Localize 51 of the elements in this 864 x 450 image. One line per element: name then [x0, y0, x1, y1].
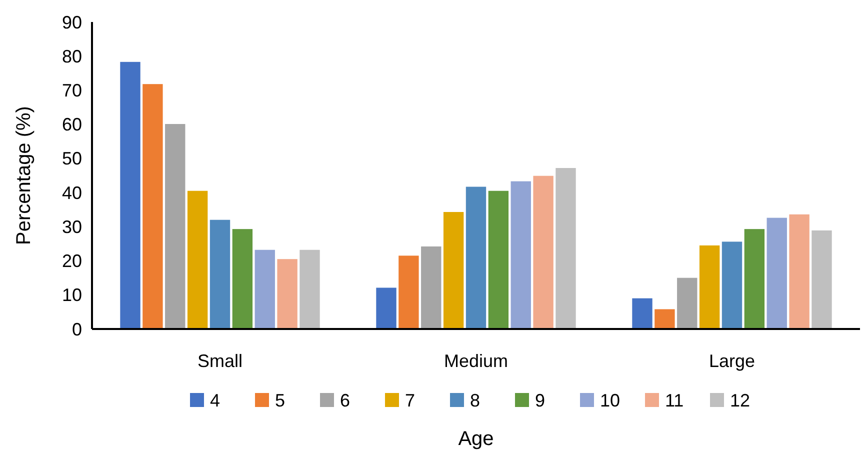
- bar: [398, 256, 419, 329]
- bar: [488, 190, 509, 329]
- y-tick-label: 40: [62, 182, 82, 203]
- legend-label: 5: [275, 390, 286, 410]
- legend-label: 11: [665, 390, 684, 410]
- bar: [254, 250, 275, 329]
- bar: [766, 218, 787, 329]
- bar: [187, 190, 208, 329]
- legend-label: 10: [600, 390, 620, 410]
- x-axis-title: Age: [458, 428, 494, 450]
- bar: [789, 214, 810, 329]
- bar: [232, 229, 253, 329]
- bar: [466, 186, 486, 329]
- legend-label: 7: [405, 390, 416, 410]
- bar: [142, 84, 163, 329]
- bar: [277, 259, 298, 329]
- bar: [210, 220, 230, 329]
- bar: [812, 230, 832, 329]
- y-tick-label: 20: [62, 251, 82, 272]
- bar: [510, 181, 531, 329]
- bar: [699, 245, 720, 329]
- bar: [654, 309, 675, 329]
- legend-label: 6: [340, 390, 350, 410]
- bar: [556, 168, 576, 329]
- bar: [677, 278, 698, 329]
- bar: [443, 212, 464, 329]
- bar: [120, 62, 140, 329]
- bar: [421, 246, 442, 329]
- bar: [722, 242, 742, 329]
- y-tick-label: 60: [62, 114, 82, 135]
- legend-label: 12: [730, 390, 750, 410]
- x-tick-label: Large: [708, 351, 756, 371]
- legend-label: 4: [210, 390, 220, 410]
- y-tick-label: 80: [62, 46, 82, 66]
- bar: [533, 176, 554, 329]
- y-tick-label: 0: [72, 319, 82, 340]
- bar: [744, 229, 765, 329]
- y-tick-label: 90: [62, 12, 82, 32]
- bar: [632, 298, 652, 329]
- bar: [376, 288, 396, 329]
- bar: [300, 250, 320, 329]
- bar: [165, 124, 186, 329]
- y-tick-label: 30: [62, 216, 82, 237]
- y-tick-label: 10: [62, 285, 82, 306]
- x-tick-label: Small: [197, 351, 243, 371]
- y-tick-label: 70: [62, 80, 82, 101]
- legend-label: 8: [470, 390, 480, 410]
- y-tick-label: 50: [62, 148, 82, 169]
- y-axis-title: Percentage (%): [13, 106, 35, 245]
- x-tick-label: Medium: [444, 351, 508, 371]
- legend-label: 9: [535, 390, 546, 410]
